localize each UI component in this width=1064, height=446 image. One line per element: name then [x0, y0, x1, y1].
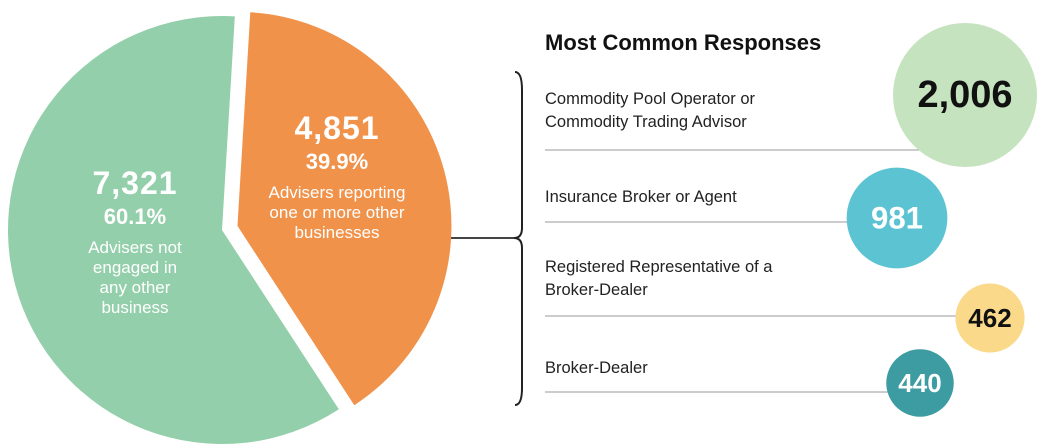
response-label: Broker-Dealer [545, 359, 648, 377]
pie-slice [7, 15, 339, 445]
slice-value: 7,321 [92, 165, 178, 201]
response-label: Insurance Broker or Agent [545, 188, 737, 206]
bubble-title: Most Common Responses [545, 30, 822, 55]
slice-percent: 39.9% [305, 149, 369, 174]
slice-label: 7,321 60.1% Advisers not engaged in any ot… [75, 165, 195, 318]
slice-label: 4,851 39.9% Advisers reporting one or more… [262, 110, 412, 243]
bubble [886, 349, 954, 417]
response-label: Registered Representative of a Broker-De… [545, 258, 773, 299]
bubble-value: 440 [898, 368, 941, 398]
slice-percent: 60.1% [103, 204, 167, 229]
bubble-value: 462 [968, 303, 1011, 333]
slice-category: Advisers not engaged in any other busine… [88, 238, 182, 317]
bubble [893, 23, 1037, 167]
bubble [955, 283, 1025, 353]
bubble [846, 167, 948, 269]
brace [513, 71, 523, 406]
slice-value: 4,851 [294, 110, 380, 146]
response-label: Commodity Pool Operator or Commodity Tra… [545, 90, 755, 131]
pie-slice [237, 12, 452, 406]
slice-category: Advisers reporting one or more other bus… [268, 183, 406, 242]
bubble-value: 981 [871, 200, 923, 235]
bubble-value: 2,006 [917, 74, 1012, 116]
